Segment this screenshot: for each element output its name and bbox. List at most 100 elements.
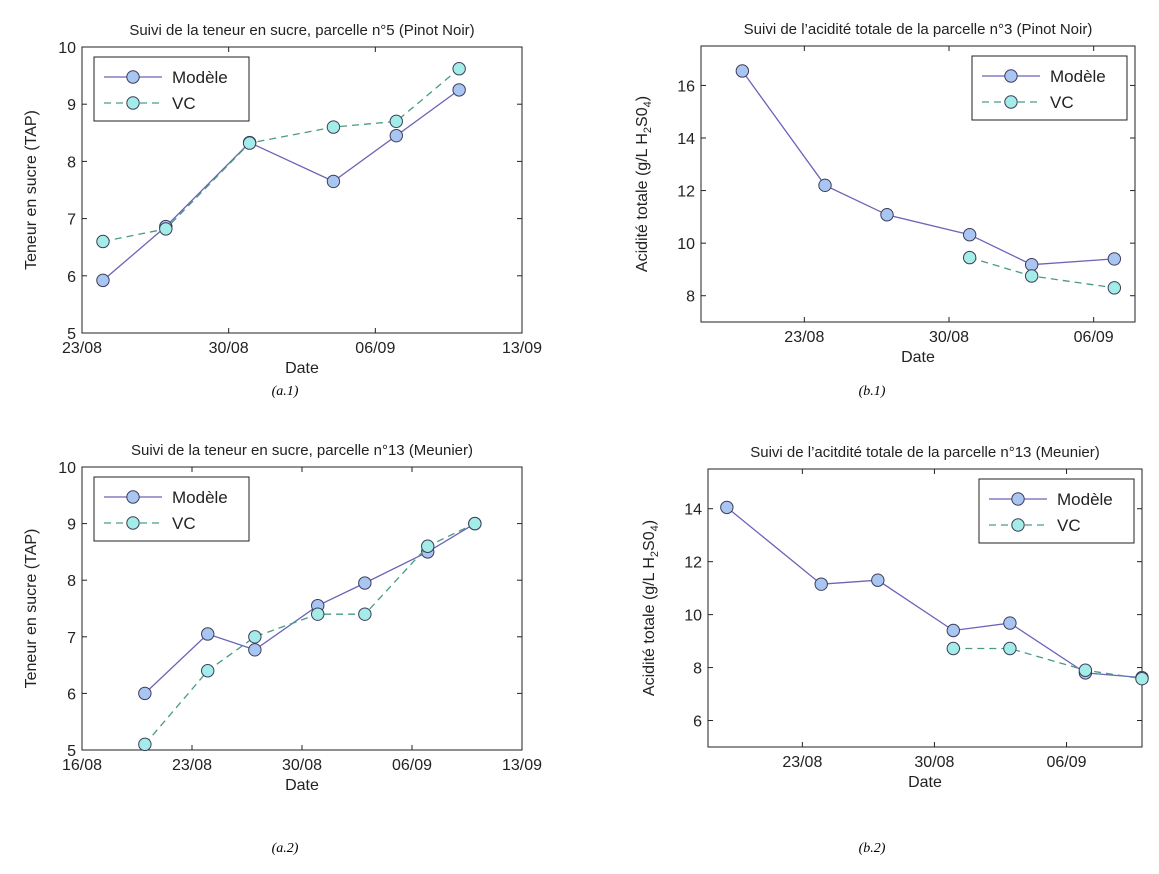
x-tick-label: 06/09 <box>355 340 395 357</box>
figure-caption: (b.1) <box>858 384 886 399</box>
y-tick-label: 8 <box>67 573 76 590</box>
legend: Modèle VC <box>93 56 250 122</box>
data-point-vc <box>468 516 482 531</box>
y-tick-label: 14 <box>677 131 695 148</box>
series-line-vc <box>953 647 1143 680</box>
legend-swatch-marker <box>126 70 140 84</box>
legend-box <box>93 476 250 542</box>
data-point-vc <box>138 737 152 752</box>
x-tick-label: 30/08 <box>929 329 969 346</box>
legend: Modèle VC <box>978 478 1135 544</box>
chart-panel-b2: Suivi de l’acitdité totale de la parcell… <box>585 436 1159 874</box>
data-point-model <box>389 128 403 143</box>
legend: Modèle VC <box>971 55 1128 121</box>
y-axis-label: Teneur en sucre (TAP) <box>23 529 40 689</box>
legend: Modèle VC <box>93 476 250 542</box>
data-point-model <box>326 174 341 189</box>
data-point-vc <box>1003 641 1017 656</box>
legend-label: VC <box>1057 516 1081 535</box>
figure-caption: (b.2) <box>858 841 886 856</box>
y-tick-label: 10 <box>58 460 76 477</box>
x-axis-label: Date <box>285 777 319 794</box>
data-point-vc <box>946 641 961 656</box>
legend-swatch-marker <box>1011 518 1025 532</box>
y-tick-label: 5 <box>67 743 76 760</box>
data-point-model <box>818 178 832 193</box>
y-tick-label: 10 <box>684 608 702 625</box>
data-point-vc <box>1135 671 1149 686</box>
data-point-vc <box>358 607 372 621</box>
data-point-vc <box>201 664 215 678</box>
legend-label: Modèle <box>172 488 228 507</box>
acidity-chart-parcel-3: Suivi de l’acidité totale de la parcelle… <box>634 21 1136 366</box>
y-tick-label: 5 <box>67 326 76 343</box>
y-tick-label: 6 <box>693 714 702 731</box>
data-point-model <box>962 228 977 242</box>
data-point-model <box>814 577 828 591</box>
legend-swatch-marker <box>1011 492 1025 506</box>
sugar-chart-parcel-5: Suivi de la teneur en sucre, parcelle n°… <box>23 22 542 377</box>
data-point-vc <box>389 114 403 129</box>
chart-panel-a1: Suivi de la teneur en sucre, parcelle n°… <box>0 0 570 415</box>
y-tick-label: 16 <box>677 78 695 95</box>
data-point-model <box>871 573 885 587</box>
y-tick-label: 8 <box>686 289 695 306</box>
x-tick-label: 06/09 <box>1074 329 1114 346</box>
y-tick-label: 12 <box>677 184 695 201</box>
data-point-vc <box>248 630 262 644</box>
y-tick-label: 6 <box>67 269 76 286</box>
data-point-vc <box>452 62 466 76</box>
y-tick-label: 7 <box>67 630 76 647</box>
legend-swatch-marker <box>1004 95 1018 109</box>
series-line-model <box>102 89 460 281</box>
legend-box <box>93 56 250 122</box>
x-tick-label: 13/09 <box>502 757 542 774</box>
data-point-model <box>1024 257 1039 272</box>
x-tick-label: 06/09 <box>392 757 432 774</box>
x-tick-label: 23/08 <box>172 757 212 774</box>
legend-box <box>978 478 1135 544</box>
data-point-model <box>735 64 750 78</box>
y-tick-label: 6 <box>67 686 76 703</box>
y-tick-label: 9 <box>67 517 76 534</box>
data-point-vc <box>159 222 173 236</box>
legend-swatch-marker <box>126 490 140 504</box>
legend-label: VC <box>1050 93 1074 112</box>
y-tick-label: 8 <box>693 661 702 678</box>
y-tick-label: 14 <box>684 502 702 519</box>
data-point-model <box>96 273 110 288</box>
x-tick-label: 23/08 <box>784 329 824 346</box>
y-tick-label: 10 <box>677 236 695 253</box>
acidity-chart-parcel-13: Suivi de l’acitdité totale de la parcell… <box>641 444 1149 791</box>
chart-title: Suivi de l’acidité totale de la parcelle… <box>744 21 1093 38</box>
legend-box <box>971 55 1128 121</box>
data-point-vc <box>242 136 257 150</box>
data-point-model <box>880 208 894 222</box>
data-point-model <box>1107 252 1122 266</box>
x-tick-label: 16/08 <box>62 757 102 774</box>
data-point-vc <box>1078 663 1093 677</box>
legend-label: VC <box>172 94 196 113</box>
x-tick-label: 06/09 <box>1046 754 1086 771</box>
y-axis-label: Acidité totale (g/L H2S04) <box>641 520 661 696</box>
legend-label: Modèle <box>1050 67 1106 86</box>
legend-label: Modèle <box>1057 490 1113 509</box>
data-point-model <box>248 643 262 657</box>
legend-swatch-marker <box>1004 69 1018 83</box>
legend-swatch-marker <box>126 516 140 530</box>
figure-caption: (a.2) <box>271 841 299 856</box>
figure-caption: (a.1) <box>271 384 299 399</box>
x-tick-label: 13/09 <box>502 340 542 357</box>
y-tick-label: 10 <box>58 40 76 57</box>
data-point-vc <box>1024 269 1039 283</box>
data-point-vc <box>962 250 977 265</box>
data-point-model <box>358 576 372 590</box>
y-tick-label: 7 <box>67 212 76 229</box>
data-point-vc <box>326 120 341 134</box>
x-tick-label: 23/08 <box>782 754 822 771</box>
legend-swatch-marker <box>126 96 140 110</box>
data-point-vc <box>311 607 325 621</box>
x-axis-label: Date <box>901 349 935 366</box>
sugar-chart-parcel-13: Suivi de la teneur en sucre, parcelle n°… <box>23 442 542 794</box>
x-axis-label: Date <box>908 774 942 791</box>
